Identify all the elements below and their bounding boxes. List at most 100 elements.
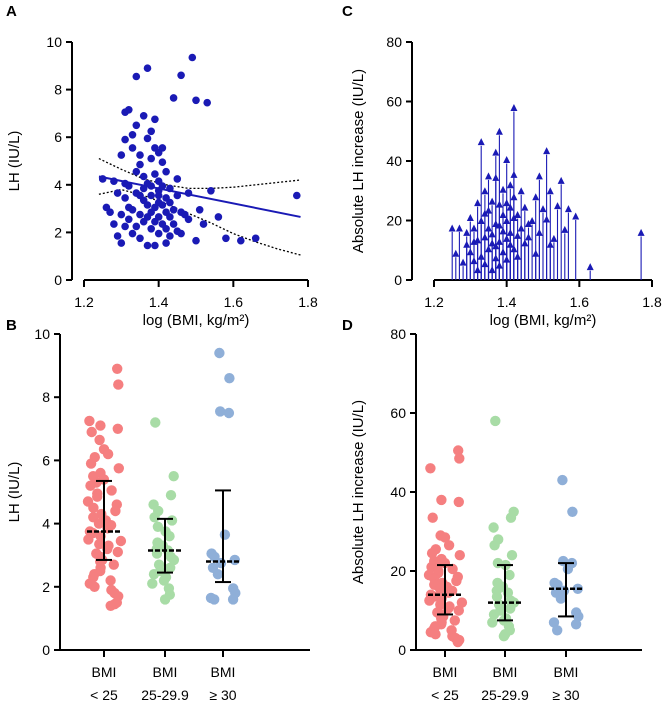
data-point [436, 494, 447, 506]
y-tick-label: 40 [390, 484, 406, 500]
data-point [214, 347, 225, 359]
data-point [113, 463, 125, 474]
data-point [166, 198, 174, 207]
data-point [166, 515, 178, 526]
y-tick-label: 6 [54, 129, 62, 145]
data-point [112, 363, 123, 374]
stem-arrowhead [572, 212, 580, 220]
data-point [557, 474, 568, 486]
data-point [105, 575, 116, 586]
data-point [106, 485, 117, 496]
data-point [168, 471, 179, 482]
y-tick-label: 20 [390, 563, 406, 579]
data-point [169, 206, 178, 214]
stem-arrowhead [477, 138, 485, 146]
data-point [224, 373, 235, 384]
data-point [488, 609, 500, 620]
data-point [117, 239, 126, 247]
data-point [121, 135, 129, 144]
data-point [102, 448, 114, 460]
panel-label-d: D [342, 317, 353, 334]
data-point [173, 175, 182, 183]
data-point [570, 619, 582, 630]
y-tick-label: 10 [46, 34, 62, 50]
data-point [128, 206, 137, 214]
data-point [490, 415, 501, 427]
data-point [222, 234, 230, 243]
y-tick-label: 40 [386, 153, 402, 169]
data-point [128, 229, 137, 238]
data-point [451, 575, 462, 587]
stem-arrowhead [564, 205, 572, 213]
data-point [184, 189, 193, 197]
data-point [113, 232, 122, 240]
data-point [149, 512, 160, 523]
panel-b-dot-plot: 0 2 4 6 8 10 LH (IU/L) BMI < 25 BMI 25-29.9 BMI ≥ 30 [6, 326, 310, 703]
stem-arrowhead [448, 224, 456, 232]
data-point [251, 234, 260, 243]
data-point [456, 597, 468, 608]
data-point [158, 158, 167, 166]
stem-arrowhead [506, 228, 514, 236]
data-point [177, 229, 185, 238]
panel-a-scatter: 0 2 4 6 8 10 LH (IU/L) 1.2 1.4 1.6 1.8 log (BMI, kg… [6, 34, 318, 329]
data-point [150, 417, 161, 428]
data-point [108, 559, 120, 570]
y-tick-label: 8 [42, 389, 50, 405]
data-point [165, 562, 176, 573]
y-tick-label: 80 [390, 326, 406, 342]
stem-arrowhead [521, 203, 529, 211]
stem-arrowhead [488, 197, 496, 205]
stem-arrowhead [510, 193, 518, 201]
stem-arrowhead [510, 103, 518, 111]
stem-arrowhead [554, 202, 562, 210]
data-point [424, 595, 435, 606]
data-point [229, 554, 240, 566]
data-point [88, 502, 99, 513]
data-point [121, 194, 129, 202]
data-point [143, 134, 152, 143]
data-point [567, 506, 578, 517]
confidence-band-upper [98, 158, 301, 190]
data-point [453, 605, 464, 616]
data-point [132, 167, 141, 176]
data-point [132, 121, 141, 130]
category-label-line2: 25-29.9 [141, 687, 189, 703]
stem-arrowhead [557, 176, 565, 184]
stem-arrowhead [485, 206, 492, 214]
data-point [425, 463, 436, 474]
stem-arrowhead [528, 217, 536, 224]
data-point [439, 532, 451, 543]
stem-arrowhead [510, 170, 518, 178]
stem-arrowhead [535, 172, 543, 180]
data-point [219, 529, 231, 540]
stem-arrowhead [495, 221, 503, 229]
stem-arrowhead [477, 252, 485, 260]
data-point [454, 550, 465, 561]
data-point [128, 131, 137, 139]
stem-arrowhead [546, 240, 554, 248]
data-point [177, 71, 185, 80]
stem-arrowhead [488, 230, 496, 238]
y-tick-label: 20 [386, 213, 402, 229]
data-point [506, 550, 518, 561]
data-point [199, 220, 208, 228]
category-label-line1: BMI [211, 664, 236, 680]
y-tick-label: 0 [398, 642, 406, 658]
data-point [125, 182, 133, 190]
stem-arrowhead [503, 199, 511, 207]
data-point [487, 617, 498, 628]
x-axis-title: log (BMI, kg/m²) [143, 312, 250, 329]
x-tick-label: 1.6 [570, 294, 590, 310]
data-point [158, 182, 167, 190]
stem-arrowhead [561, 225, 569, 233]
data-point [454, 453, 465, 464]
data-point [188, 53, 197, 62]
data-point [148, 569, 160, 580]
data-point [498, 631, 510, 642]
category-label-line1: BMI [554, 664, 579, 680]
data-point [426, 548, 438, 559]
data-point [212, 569, 224, 580]
data-point [136, 160, 144, 169]
data-point [237, 236, 245, 245]
